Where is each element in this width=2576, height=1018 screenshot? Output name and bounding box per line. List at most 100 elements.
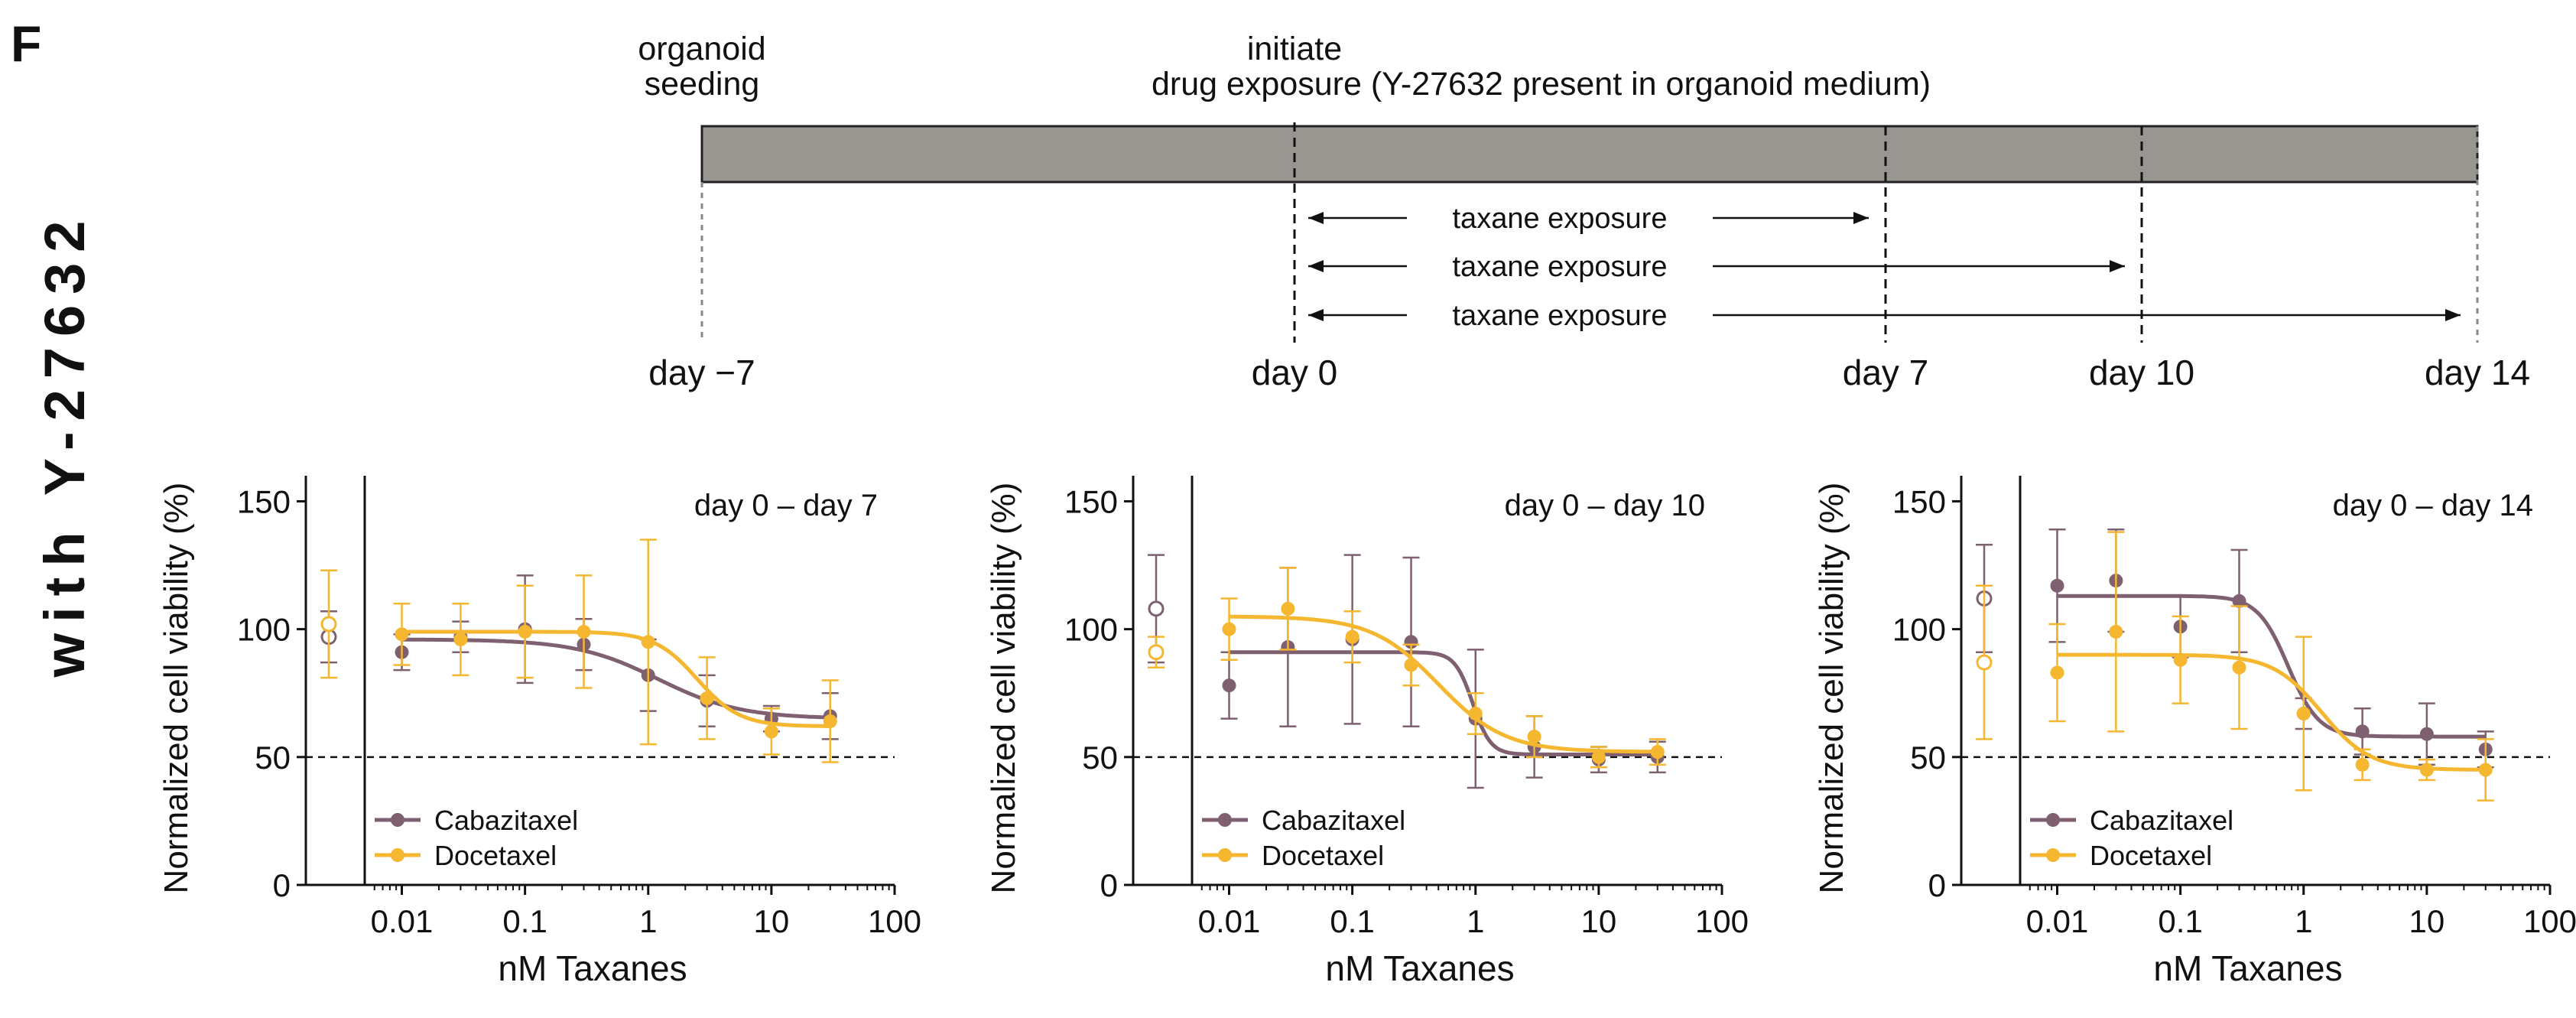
side-label: with Y-27632 <box>33 210 96 678</box>
data-point-docetaxel <box>1281 601 1295 616</box>
y-tick-label: 0 <box>1100 867 1118 903</box>
data-point-docetaxel <box>1468 706 1483 720</box>
data-point-docetaxel <box>1222 622 1236 636</box>
data-point-docetaxel <box>1404 658 1418 672</box>
y-axis-label: Normalized cell viability (%) <box>1813 483 1850 894</box>
legend-marker <box>2046 848 2060 862</box>
event-label-line2: seeding <box>645 66 760 102</box>
legend-marker <box>391 848 404 862</box>
data-point-cabazitaxel <box>2232 594 2246 608</box>
arrowhead-left <box>1308 309 1324 321</box>
data-point-docetaxel <box>2419 763 2434 777</box>
fit-curve-cabazitaxel <box>2057 594 2486 739</box>
legend-label: Docetaxel <box>2090 840 2212 871</box>
fit-curve-docetaxel <box>1229 614 1658 754</box>
data-point-docetaxel <box>577 624 591 639</box>
y-tick-label: 0 <box>1928 867 1946 903</box>
control-point-docetaxel <box>1976 654 1993 671</box>
x-tick-label: 0.1 <box>502 903 547 939</box>
y-tick-label: 150 <box>237 483 291 519</box>
exposure-label: taxane exposure <box>1453 203 1668 235</box>
x-tick-label: 0.01 <box>1198 903 1261 939</box>
timeline-bar <box>700 125 2479 184</box>
data-point-docetaxel <box>2109 624 2123 639</box>
legend-marker <box>1218 813 1232 827</box>
x-tick-label: 1 <box>2295 903 2312 939</box>
data-point-cabazitaxel <box>2050 578 2064 593</box>
data-point-docetaxel <box>823 714 837 728</box>
data-point-docetaxel <box>1591 750 1606 764</box>
data-point-docetaxel <box>518 624 532 639</box>
y-axis-label: Normalized cell viability (%) <box>158 483 195 894</box>
legend-label: Cabazitaxel <box>2090 805 2233 836</box>
x-axis-label: nM Taxanes <box>1325 948 1514 988</box>
control-point-docetaxel <box>320 616 337 633</box>
arrowhead-right <box>2110 260 2125 272</box>
fit-curve-cabazitaxel <box>1229 650 1658 756</box>
control-point-cabazitaxel <box>1148 600 1165 617</box>
data-point-docetaxel <box>764 724 778 739</box>
data-point-docetaxel <box>700 691 714 705</box>
plot-title: day 0 – day 14 <box>2333 489 2533 522</box>
data-point-docetaxel <box>2296 706 2311 720</box>
exposure-label: taxane exposure <box>1453 251 1668 283</box>
x-tick-label: 1 <box>639 903 657 939</box>
legend-label: Cabazitaxel <box>1262 805 1405 836</box>
x-axis-label: nM Taxanes <box>2153 948 2342 988</box>
y-tick-label: 0 <box>273 867 291 903</box>
event-label-line2: drug exposure (Y-27632 present in organo… <box>1152 66 1931 102</box>
x-tick-label: 10 <box>1581 903 1617 939</box>
dose-response-plot: 0 50 100 150 0.01 0.1 1 10 100 nM Taxanes Normaliz… <box>1813 476 2576 988</box>
y-axis-label: Normalized cell viability (%) <box>985 483 1022 894</box>
arrowhead-left <box>1308 212 1324 224</box>
x-tick-label: 0.1 <box>2158 903 2202 939</box>
y-tick-label: 50 <box>1082 740 1118 776</box>
day-label: day 14 <box>2425 353 2530 392</box>
y-tick-label: 100 <box>1064 612 1118 648</box>
data-point-docetaxel <box>2173 652 2188 667</box>
day-label: day 0 <box>1252 353 1338 392</box>
y-tick-label: 100 <box>237 612 291 648</box>
event-label-line1: initiate <box>1247 31 1342 67</box>
x-tick-label: 0.01 <box>371 903 434 939</box>
dose-response-plot: 0 50 100 150 0.01 0.1 1 10 100 nM Taxanes Normaliz… <box>985 476 1749 988</box>
x-tick-label: 100 <box>2523 903 2576 939</box>
legend-marker <box>1218 848 1232 862</box>
x-tick-label: 0.1 <box>1330 903 1374 939</box>
timeline: day −7 day 0 day 7 day 10 day 14 organoidseed… <box>638 31 2530 392</box>
data-point-docetaxel <box>641 635 655 649</box>
day-label: day 10 <box>2089 353 2194 392</box>
x-tick-label: 10 <box>2409 903 2445 939</box>
fit-curve-cabazitaxel <box>401 637 830 720</box>
control-point-docetaxel <box>1148 644 1165 661</box>
plot-title: day 0 – day 7 <box>694 489 878 522</box>
x-tick-label: 0.01 <box>2026 903 2089 939</box>
data-point-docetaxel <box>2050 665 2064 680</box>
data-point-cabazitaxel <box>2419 727 2434 741</box>
data-point-cabazitaxel <box>2355 724 2370 739</box>
x-tick-label: 10 <box>754 903 790 939</box>
dose-response-plot: 0 50 100 150 0.01 0.1 1 10 100 nM Taxanes Normaliz… <box>158 476 921 988</box>
data-point-docetaxel <box>2355 757 2370 772</box>
y-tick-label: 100 <box>1892 612 1946 648</box>
day-label: day −7 <box>648 353 755 392</box>
legend-label: Cabazitaxel <box>434 805 578 836</box>
x-tick-label: 100 <box>1695 903 1749 939</box>
fit-curve-docetaxel <box>401 629 830 728</box>
x-axis-label: nM Taxanes <box>498 948 687 988</box>
exposure-label: taxane exposure <box>1453 300 1668 332</box>
fit-curve-docetaxel <box>2057 652 2486 772</box>
data-point-docetaxel <box>1345 629 1359 644</box>
data-point-cabazitaxel <box>1222 678 1236 693</box>
x-tick-label: 100 <box>868 903 921 939</box>
legend-marker <box>391 813 404 827</box>
day-label: day 7 <box>1843 353 1929 392</box>
legend-marker <box>2046 813 2060 827</box>
data-point-docetaxel <box>2478 763 2493 777</box>
arrowhead-right <box>2445 309 2461 321</box>
data-point-docetaxel <box>1527 730 1541 744</box>
plot-title: day 0 – day 10 <box>1505 489 1705 522</box>
data-point-docetaxel <box>1650 745 1665 759</box>
y-tick-label: 150 <box>1892 483 1946 519</box>
